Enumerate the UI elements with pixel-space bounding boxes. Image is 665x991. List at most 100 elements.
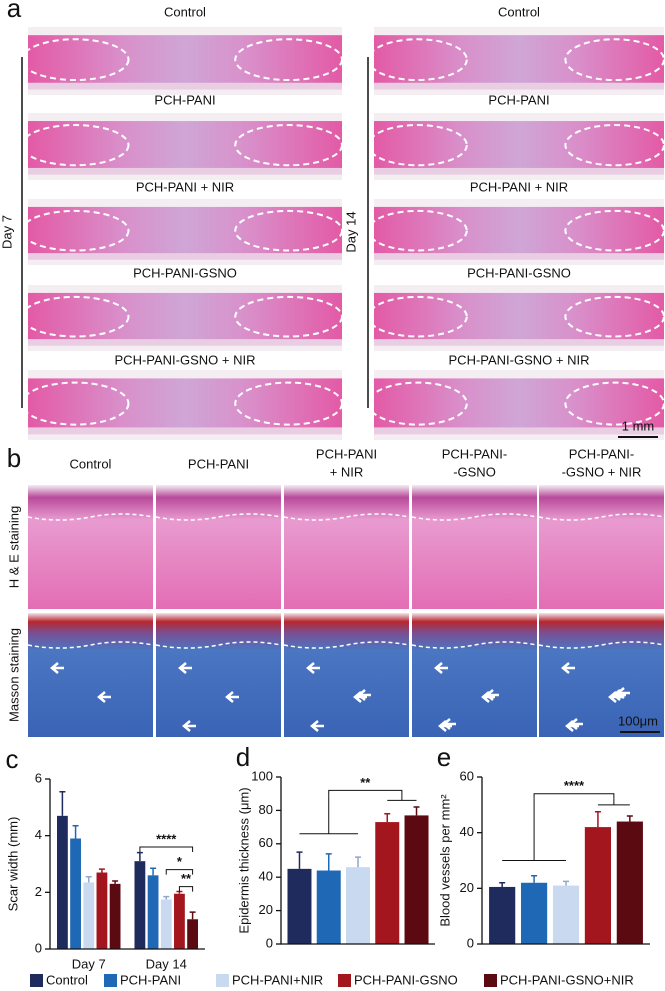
y-tick-label: 0 — [467, 935, 474, 950]
image-title: PCH-PANI-GSNO + NIR — [115, 352, 256, 367]
significance-bracket — [178, 886, 194, 892]
error-bar — [150, 867, 157, 876]
y-tick-label: 20 — [259, 902, 273, 917]
vessel-arrow — [178, 662, 192, 674]
bar — [489, 886, 516, 944]
group-drop — [533, 798, 615, 861]
error-bar — [163, 895, 170, 900]
image-title: Control — [498, 4, 540, 19]
wound-edge — [234, 38, 343, 82]
image-title: PCH-PANI-GSNO — [133, 265, 237, 280]
tissue-edge — [28, 253, 342, 260]
wound-edge — [564, 381, 665, 426]
error-bar — [413, 806, 420, 816]
image-title: Control — [164, 4, 206, 19]
error-bar — [499, 882, 506, 887]
error-bar — [563, 880, 569, 886]
legend-label: Control — [46, 972, 88, 987]
error-bar — [72, 825, 79, 839]
bar — [70, 838, 81, 949]
column-header: -GSNO + NIR — [562, 464, 642, 479]
column-header: PCH-PANI- — [569, 446, 634, 461]
wound-edge — [564, 209, 665, 252]
tissue-edge — [374, 82, 664, 90]
axes — [49, 779, 205, 950]
wound-edge — [564, 295, 665, 338]
dermis-border — [283, 641, 410, 649]
legend-swatch — [30, 974, 43, 987]
y-tick-label: 40 — [259, 869, 273, 884]
tissue-edge — [374, 253, 664, 260]
error-bar — [189, 911, 196, 920]
panel-letter: e — [437, 742, 451, 772]
column-header: Control — [70, 456, 112, 471]
day-label: Day 14 — [343, 211, 358, 252]
bar — [160, 899, 172, 949]
vessel-arrow — [485, 689, 499, 701]
legend-swatch — [338, 974, 351, 987]
dermis-border — [283, 513, 410, 521]
vessel-arrow — [310, 720, 324, 732]
micrograph — [156, 613, 281, 737]
y-tick-label: 20 — [460, 880, 474, 895]
error-bar — [594, 811, 601, 828]
significance-label: **** — [564, 778, 585, 793]
significance-bracket — [533, 793, 615, 799]
error-bar — [112, 880, 119, 884]
legend-label: PCH-PANI+NIR — [232, 972, 323, 987]
dermis-border — [411, 513, 538, 521]
tissue — [374, 378, 664, 429]
bar — [520, 882, 548, 944]
error-bar — [136, 851, 143, 862]
column-header: PCH-PANI- — [442, 446, 507, 461]
significance-bracket — [139, 846, 194, 852]
y-axis-title: Blood vessels per mm² — [437, 794, 452, 927]
wound-edge — [564, 38, 665, 82]
legend-swatch — [216, 974, 229, 987]
y-tick-label: 60 — [259, 835, 273, 850]
bar — [134, 861, 146, 949]
tissue — [374, 121, 664, 170]
micrograph — [539, 485, 664, 609]
error-bar — [98, 868, 105, 873]
y-tick-label: 80 — [259, 802, 273, 817]
axes — [481, 777, 650, 945]
dermis-border — [155, 513, 282, 521]
error-bar — [85, 876, 92, 883]
vessel-arrow — [182, 720, 196, 732]
dermis-border — [155, 641, 282, 649]
tissue-edge — [28, 167, 342, 175]
micrograph — [284, 613, 409, 737]
scale-label: 1 mm — [622, 418, 655, 433]
tissue-edge — [28, 427, 342, 435]
vessel-arrow — [50, 662, 64, 674]
dermis-border — [27, 513, 154, 521]
x-tick-label: Day 7 — [72, 956, 106, 971]
error-bar — [176, 890, 183, 894]
error-bar — [296, 851, 303, 869]
scale-label: 100μm — [618, 713, 658, 728]
dermis-border — [27, 641, 154, 649]
panel-letter: a — [7, 0, 22, 23]
y-tick-label: 0 — [266, 935, 273, 950]
bar — [316, 870, 341, 944]
image-title: PCH-PANI + NIR — [470, 179, 568, 194]
row-label: Masson staining — [6, 628, 21, 722]
wound-edge — [234, 381, 343, 426]
tissue — [28, 378, 342, 429]
row-label: H & E staining — [6, 506, 21, 588]
bar — [375, 822, 400, 944]
y-tick-label: 60 — [460, 768, 474, 783]
legend-label: PCH-PANI — [120, 972, 181, 987]
significance-label: ** — [360, 775, 371, 790]
column-header: PCH-PANI — [188, 456, 249, 471]
dermis-border — [538, 513, 665, 521]
vessel-arrow — [225, 691, 239, 703]
legend-label: PCH-PANI-GSNO+NIR — [500, 972, 634, 987]
vessel-arrow — [616, 687, 630, 699]
error-bar — [355, 856, 361, 868]
micrograph — [412, 485, 537, 609]
dermis-border — [538, 641, 665, 649]
vessel-arrow — [442, 718, 456, 730]
micrograph — [412, 613, 537, 737]
